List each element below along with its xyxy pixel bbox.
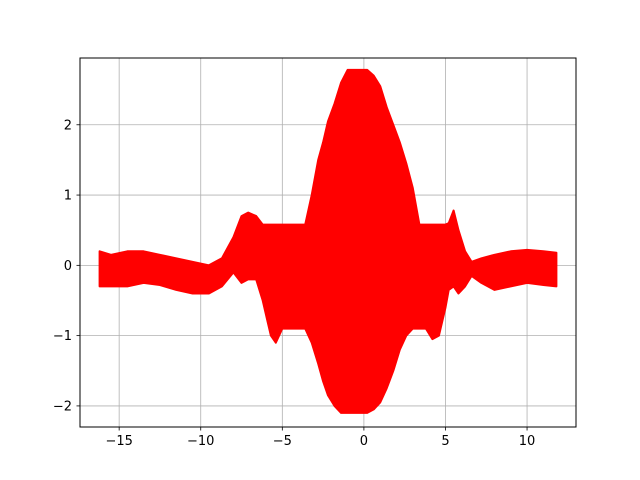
x-tick-label: −15 — [105, 434, 132, 449]
y-axis: −2 −1 0 1 2 — [53, 118, 80, 414]
x-tick-label: 10 — [519, 434, 536, 449]
y-tick-label: 2 — [64, 118, 72, 133]
axes-frame — [79, 57, 577, 428]
x-tick-label: −10 — [187, 434, 214, 449]
x-axis: −15 −10 −5 0 5 10 — [105, 427, 535, 449]
series-area — [98, 68, 558, 414]
x-tick-label: 5 — [441, 434, 449, 449]
y-tick-label: 1 — [64, 189, 72, 204]
x-tick-label: 0 — [360, 434, 368, 449]
y-tick-label: 0 — [64, 259, 72, 274]
y-tick-label: −2 — [53, 399, 72, 414]
y-tick-label: −1 — [53, 329, 72, 344]
x-tick-label: −5 — [273, 434, 292, 449]
series-layer — [98, 68, 558, 414]
plot-area — [98, 68, 558, 414]
